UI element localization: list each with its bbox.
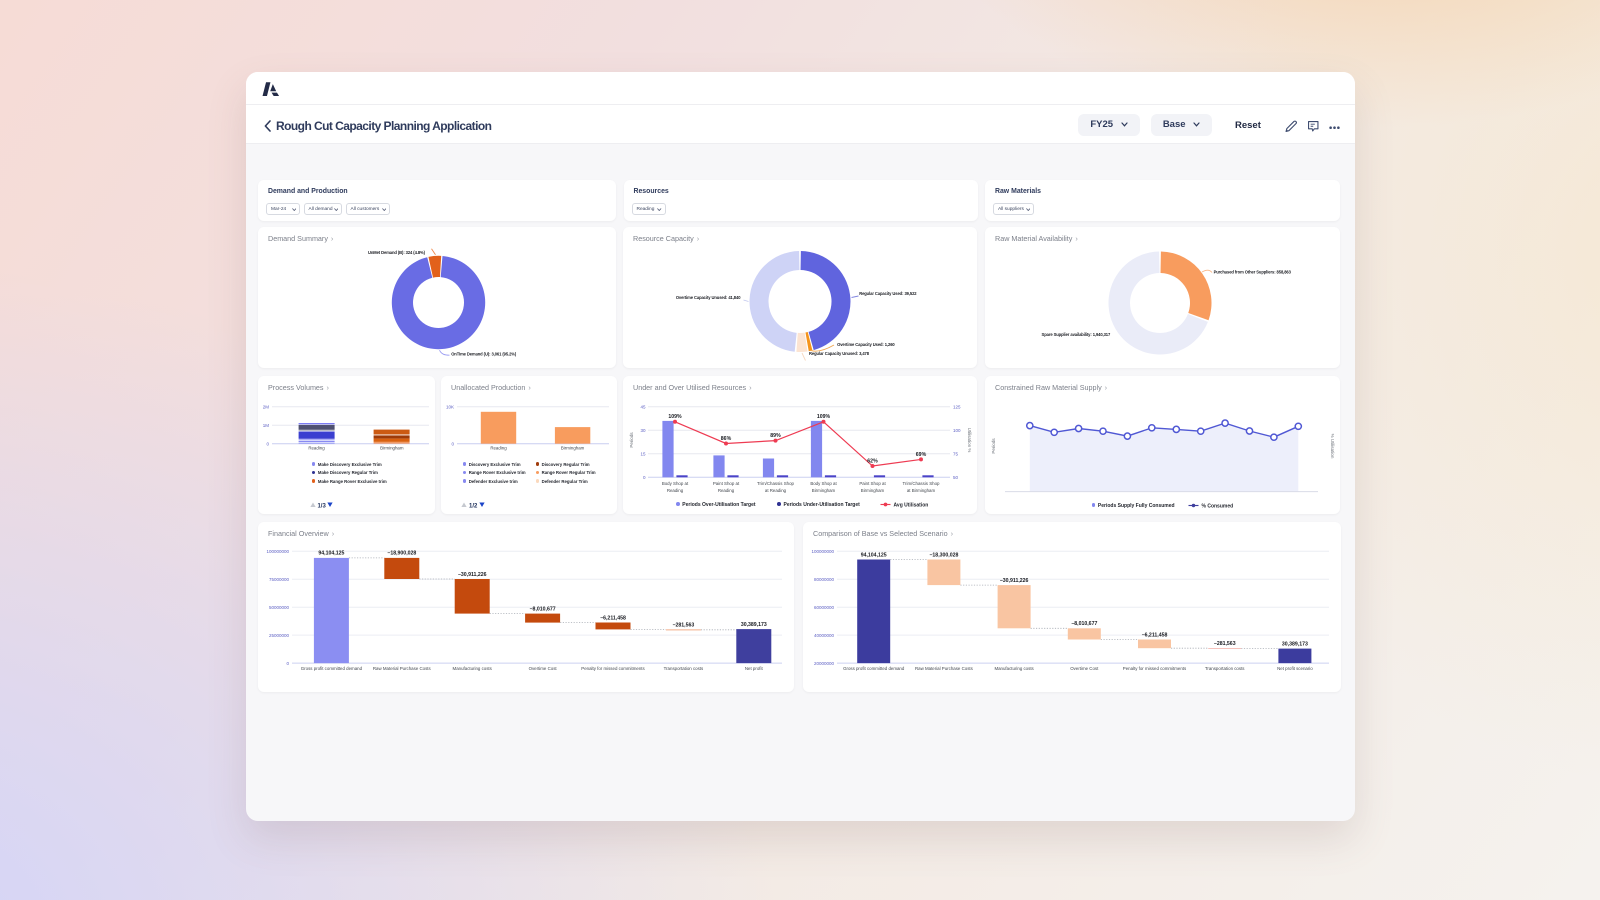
svg-text:Regular Capacity Unused: 3,478: Regular Capacity Unused: 3,478 <box>809 351 870 356</box>
svg-text:−8,010,677: −8,010,677 <box>530 606 556 612</box>
svg-text:−6,211,458: −6,211,458 <box>1142 632 1168 638</box>
svg-text:Overtime Capacity Used: 1,260: Overtime Capacity Used: 1,260 <box>837 342 895 347</box>
svg-text:30,389,173: 30,389,173 <box>1282 641 1308 647</box>
svg-text:45: 45 <box>640 405 646 410</box>
svg-text:Paint Shop at: Paint Shop at <box>859 481 886 486</box>
svg-text:Periods: Periods <box>991 438 996 454</box>
svg-text:Trim/Chassis Shop: Trim/Chassis Shop <box>903 481 940 486</box>
svg-text:75000000: 75000000 <box>269 577 290 582</box>
svg-text:Raw Material Purchase Costs: Raw Material Purchase Costs <box>373 666 432 671</box>
svg-text:100000000: 100000000 <box>811 549 834 554</box>
svg-text:40000000: 40000000 <box>814 633 835 638</box>
svg-text:100000000: 100000000 <box>266 549 289 554</box>
svg-text:50000000: 50000000 <box>269 605 290 610</box>
svg-text:−8,010,677: −8,010,677 <box>1071 621 1097 627</box>
svg-text:100: 100 <box>953 428 961 433</box>
svg-text:Reading: Reading <box>718 488 735 493</box>
svg-text:125: 125 <box>953 405 961 410</box>
svg-text:Regular Capacity Used: 39,522: Regular Capacity Used: 39,522 <box>859 291 917 296</box>
svg-text:at Birmingham: at Birmingham <box>907 488 936 493</box>
svg-text:Trim/Chassis Shop: Trim/Chassis Shop <box>757 481 794 486</box>
svg-text:69%: 69% <box>916 452 927 458</box>
svg-text:Transportation costs: Transportation costs <box>1205 666 1245 671</box>
svg-text:Gross profit committed demand: Gross profit committed demand <box>843 666 905 671</box>
svg-text:Purchased from Other Suppliers: Purchased from Other Suppliers: 858,863 <box>1214 270 1292 275</box>
svg-text:20000000: 20000000 <box>814 661 835 666</box>
svg-text:25000000: 25000000 <box>269 633 290 638</box>
svg-text:% Utilisation: % Utilisation <box>1330 434 1335 459</box>
svg-text:75: 75 <box>953 452 959 457</box>
svg-text:0: 0 <box>451 441 454 446</box>
svg-text:89%: 89% <box>770 433 781 439</box>
svg-text:Overtime Cost: Overtime Cost <box>1070 666 1099 671</box>
svg-text:86%: 86% <box>721 436 732 442</box>
svg-text:Reading: Reading <box>308 446 325 451</box>
svg-text:50: 50 <box>953 475 959 480</box>
svg-text:Birmingham: Birmingham <box>561 446 585 451</box>
svg-text:30,389,173: 30,389,173 <box>741 622 767 628</box>
svg-text:at Reading: at Reading <box>765 488 787 493</box>
svg-text:109%: 109% <box>668 414 682 420</box>
svg-text:−18,300,028: −18,300,028 <box>929 552 958 558</box>
svg-text:62%: 62% <box>867 458 878 464</box>
svg-text:Spare Supplier availability: 1: Spare Supplier availability: 1,940,317 <box>1042 332 1111 337</box>
svg-text:Birmingham: Birmingham <box>861 488 885 493</box>
svg-text:10K: 10K <box>446 405 454 410</box>
svg-text:OnTime Demand (U): 3,061 (95.2: OnTime Demand (U): 3,061 (95.2%) <box>451 351 517 356</box>
svg-text:94,104,125: 94,104,125 <box>318 551 344 557</box>
svg-text:94,104,125: 94,104,125 <box>861 552 887 558</box>
svg-text:2M: 2M <box>263 405 270 410</box>
svg-text:Body Shop at: Body Shop at <box>810 481 837 486</box>
svg-text:−30,911,226: −30,911,226 <box>458 572 487 578</box>
svg-text:−30,911,226: −30,911,226 <box>1000 578 1029 584</box>
svg-text:Net profit: Net profit <box>745 666 764 671</box>
svg-text:Gross profit committed demand: Gross profit committed demand <box>301 666 363 671</box>
svg-text:Overtime Cost: Overtime Cost <box>529 666 558 671</box>
svg-text:Penalty for missed commitments: Penalty for missed commitments <box>1123 666 1187 671</box>
svg-text:Manufacturing costs: Manufacturing costs <box>453 666 493 671</box>
svg-text:0: 0 <box>286 661 289 666</box>
svg-text:30: 30 <box>640 428 646 433</box>
svg-text:15: 15 <box>640 452 646 457</box>
svg-text:UnMet Demand (B): 324 (4.8%): UnMet Demand (B): 324 (4.8%) <box>368 250 426 255</box>
svg-text:Transportation costs: Transportation costs <box>664 666 704 671</box>
svg-text:Body Shop at: Body Shop at <box>662 481 689 486</box>
svg-text:Overtime Capacity Unused: 41,8: Overtime Capacity Unused: 41,840 <box>676 295 741 300</box>
svg-text:109%: 109% <box>817 414 831 420</box>
svg-text:Paint Shop at: Paint Shop at <box>713 481 740 486</box>
svg-text:Periods: Periods <box>629 432 634 448</box>
svg-text:80000000: 80000000 <box>814 577 835 582</box>
svg-text:Utilisation %: Utilisation % <box>967 428 972 453</box>
svg-text:−281,563: −281,563 <box>673 622 695 628</box>
svg-text:0: 0 <box>266 441 269 446</box>
svg-text:Birmingham: Birmingham <box>812 488 836 493</box>
svg-text:60000000: 60000000 <box>814 605 835 610</box>
svg-text:Net profit scenario: Net profit scenario <box>1277 666 1313 671</box>
svg-text:−6,211,458: −6,211,458 <box>600 615 626 621</box>
svg-text:Penalty for missed commitments: Penalty for missed commitments <box>581 666 645 671</box>
svg-text:1M: 1M <box>263 423 270 428</box>
svg-text:0: 0 <box>643 475 646 480</box>
svg-text:−18,900,028: −18,900,028 <box>387 551 416 557</box>
svg-text:Birmingham: Birmingham <box>380 446 404 451</box>
svg-text:Reading: Reading <box>490 446 507 451</box>
svg-text:Raw Material Purchase Costs: Raw Material Purchase Costs <box>915 666 974 671</box>
svg-text:Manufacturing costs: Manufacturing costs <box>994 666 1034 671</box>
svg-text:−281,563: −281,563 <box>1214 641 1236 647</box>
svg-text:Reading: Reading <box>667 488 684 493</box>
